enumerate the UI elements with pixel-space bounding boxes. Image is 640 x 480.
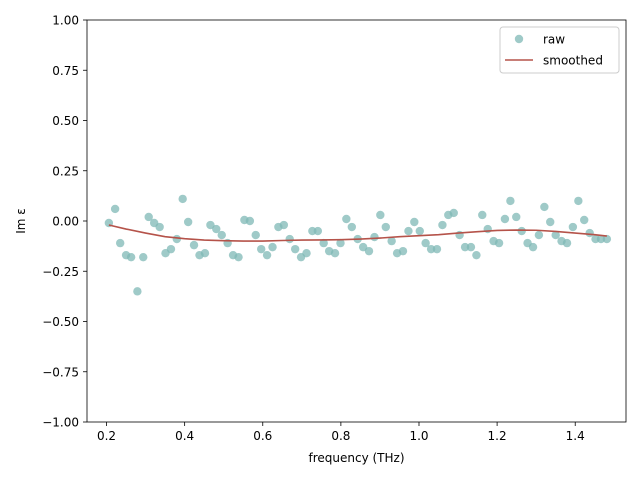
raw-point <box>313 226 323 236</box>
raw-point <box>398 246 408 256</box>
raw-point <box>302 248 311 258</box>
raw-point <box>568 222 578 232</box>
raw-point <box>410 217 419 227</box>
raw-point <box>500 214 510 224</box>
raw-point <box>528 242 538 252</box>
plot-area <box>104 194 612 296</box>
raw-point <box>421 238 430 248</box>
raw-point <box>449 208 458 218</box>
raw-point <box>512 212 521 222</box>
raw-point <box>602 234 612 244</box>
y-tick-label: −0.50 <box>42 315 79 329</box>
raw-point <box>268 242 277 252</box>
raw-point <box>251 230 260 240</box>
raw-point <box>370 232 379 242</box>
raw-point <box>262 250 272 260</box>
raw-point <box>279 220 289 230</box>
raw-point <box>432 244 442 254</box>
x-tick-label: 1.4 <box>566 429 585 443</box>
raw-point <box>290 244 300 254</box>
x-axis: 0.2 0.4 0.6 0.8 1.0 1.2 1.4 <box>97 422 585 443</box>
raw-point <box>155 222 164 232</box>
raw-point <box>116 238 125 248</box>
raw-point <box>494 238 504 248</box>
x-axis-label: frequency (THz) <box>308 451 404 465</box>
raw-point <box>178 194 187 204</box>
raw-point <box>217 230 226 240</box>
raw-point <box>212 224 221 234</box>
raw-point <box>206 220 215 230</box>
raw-point <box>478 210 487 220</box>
raw-point <box>546 217 555 227</box>
y-tick-label: 0.00 <box>52 215 79 229</box>
raw-point <box>166 244 176 254</box>
raw-point <box>517 226 526 236</box>
raw-point <box>585 228 594 238</box>
raw-point <box>347 222 357 232</box>
raw-point <box>506 196 515 206</box>
raw-point <box>387 236 396 246</box>
raw-point <box>139 252 148 262</box>
raw-point <box>580 215 589 225</box>
raw-point <box>245 216 255 226</box>
raw-point <box>426 244 436 254</box>
raw-point <box>472 250 481 260</box>
raw-point <box>144 212 153 222</box>
legend-raw-marker <box>514 34 524 44</box>
raw-point <box>415 226 424 236</box>
raw-point <box>466 242 476 252</box>
x-tick-label: 1.2 <box>488 429 507 443</box>
y-tick-label: 0.50 <box>52 114 79 128</box>
raw-point <box>534 230 544 240</box>
raw-point <box>330 248 340 258</box>
raw-point <box>183 217 193 227</box>
raw-point <box>562 238 572 248</box>
raw-point <box>364 246 374 256</box>
legend-smoothed-label: smoothed <box>543 54 603 68</box>
raw-point <box>336 238 345 248</box>
raw-point <box>460 242 470 252</box>
y-axis-label: Im ε <box>14 208 28 234</box>
raw-point <box>133 287 142 296</box>
raw-point <box>200 248 210 258</box>
raw-point <box>342 214 351 224</box>
x-tick-label: 0.4 <box>175 429 194 443</box>
raw-point <box>172 234 182 244</box>
raw-point <box>596 234 606 244</box>
x-tick-label: 1.0 <box>409 429 428 443</box>
raw-point <box>285 234 294 244</box>
raw-point <box>551 230 560 240</box>
raw-point <box>381 222 390 232</box>
raw-point <box>574 196 583 206</box>
y-tick-label: −0.75 <box>42 365 79 379</box>
x-tick-label: 0.8 <box>331 429 350 443</box>
x-tick-label: 0.6 <box>253 429 272 443</box>
y-tick-label: −1.00 <box>42 416 79 430</box>
raw-point <box>189 240 199 250</box>
legend-box <box>499 26 620 74</box>
y-axis: −1.00 −0.75 −0.50 −0.25 0.00 0.25 0.50 0.75 1.00 <box>42 14 87 430</box>
raw-point <box>404 226 413 236</box>
raw-point <box>438 220 447 230</box>
y-tick-label: 1.00 <box>52 14 79 28</box>
raw-point <box>234 252 243 262</box>
raw-point <box>540 202 549 212</box>
smoothed-line <box>108 224 607 242</box>
axes-frame <box>86 19 627 423</box>
y-tick-label: 0.75 <box>52 64 79 78</box>
y-tick-label: −0.25 <box>42 265 79 279</box>
raw-point <box>126 252 136 262</box>
x-tick-label: 0.2 <box>97 429 116 443</box>
raw-point <box>358 242 368 252</box>
legend: raw smoothed <box>499 26 620 74</box>
legend-raw-label: raw <box>543 33 565 47</box>
raw-point <box>110 204 120 214</box>
raw-point <box>319 238 328 248</box>
raw-point <box>257 244 266 254</box>
y-tick-label: 0.25 <box>52 164 79 178</box>
raw-point <box>376 210 385 220</box>
